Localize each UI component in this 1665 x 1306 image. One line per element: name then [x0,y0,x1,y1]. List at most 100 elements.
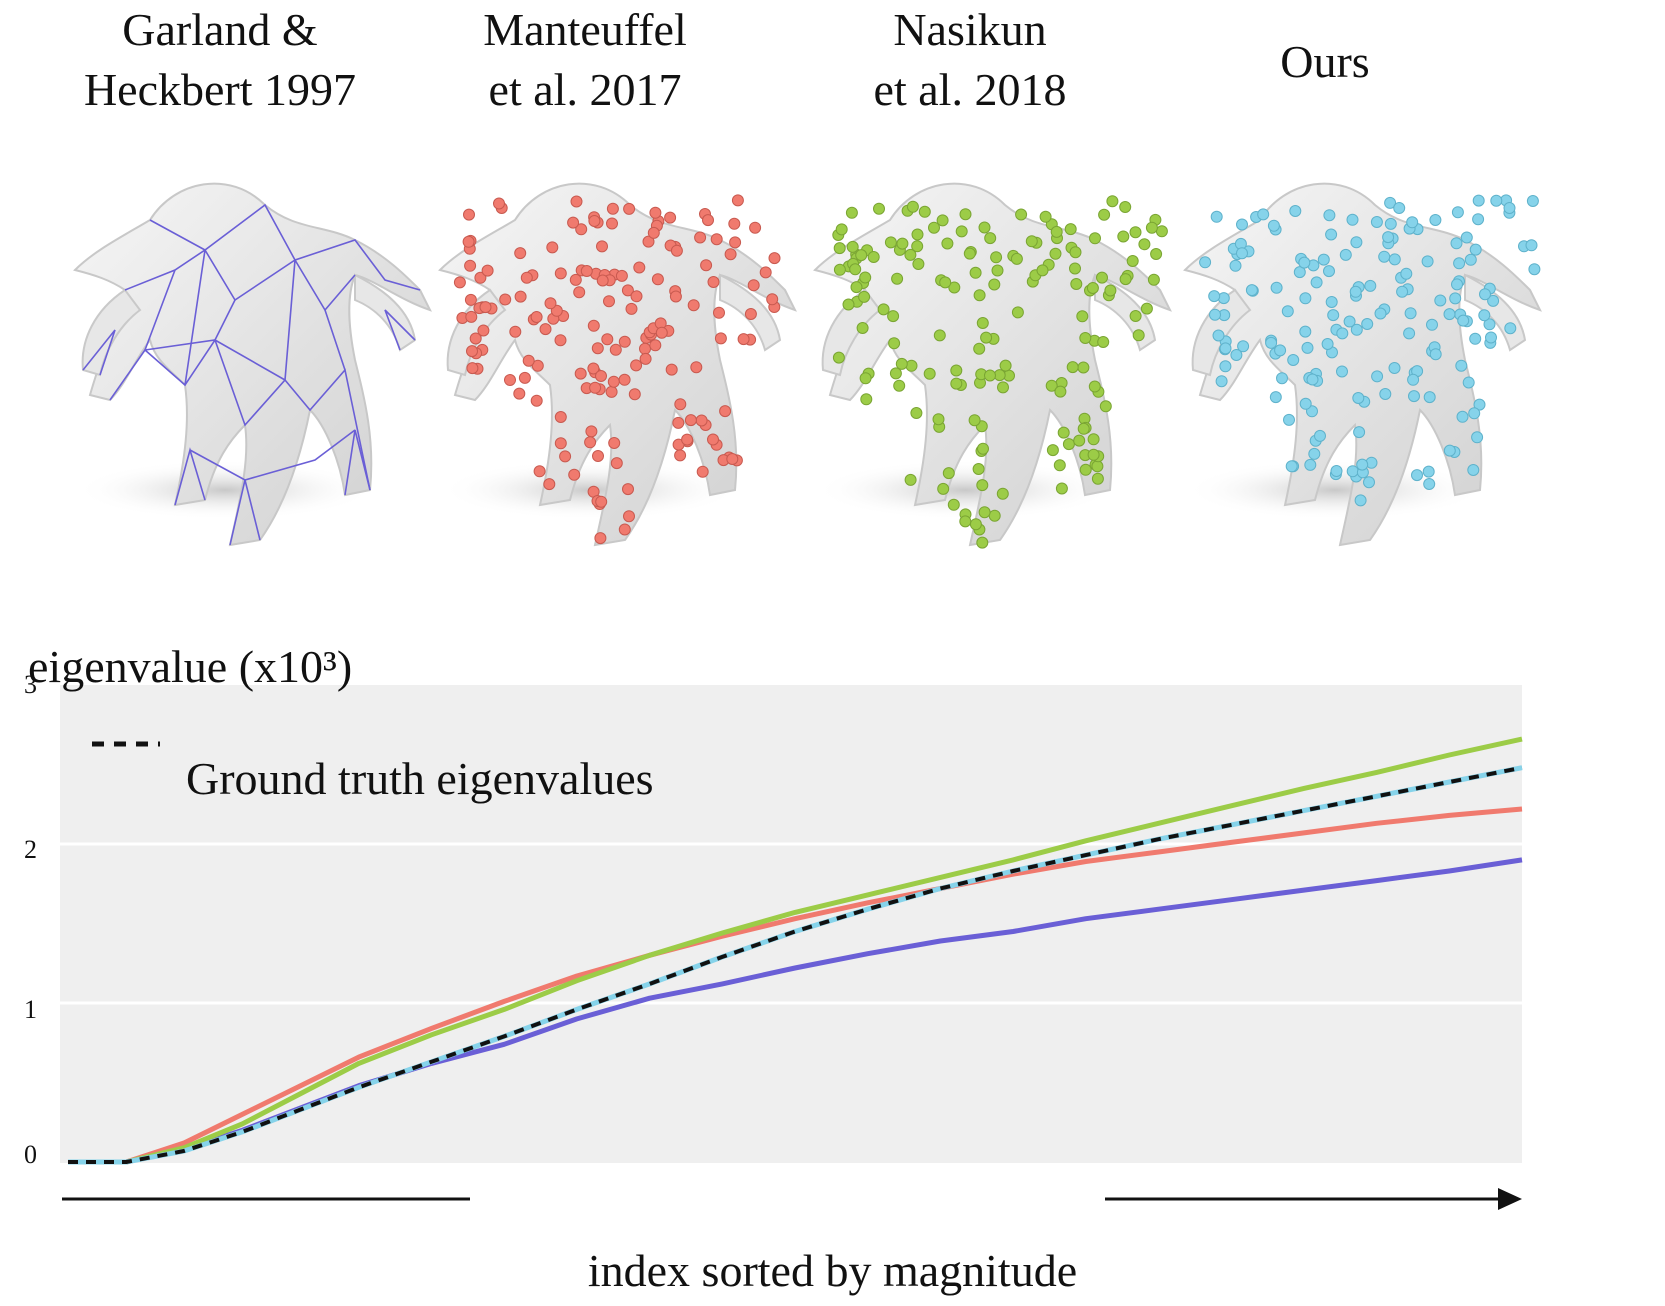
sample-dot [569,273,582,286]
sample-dot [481,264,494,277]
sample-dot [695,414,708,427]
sample-dot [642,235,655,248]
sample-dot [980,331,993,344]
sample-dot [1091,460,1104,473]
sample-dot [1299,292,1312,305]
x-axis-arrowhead [1498,1188,1522,1210]
sample-dot [1299,397,1312,410]
sample-dot [846,240,859,253]
sample-dot [1129,226,1142,239]
sample-dot [737,333,750,346]
sample-dot [1215,375,1228,388]
sample-dot [655,326,668,339]
sample-dot [630,359,643,372]
sample-dot [1469,332,1482,345]
sample-dot [1069,246,1082,259]
sample-dot [749,221,762,234]
sample-dot [937,482,950,495]
sample-dot [1388,253,1401,266]
sample-dot [1421,255,1434,268]
sample-dot [633,261,646,274]
method-title-line2: et al. 2017 [488,64,682,115]
sample-dot [904,248,917,261]
sample-dot [1089,232,1101,245]
sample-dot [1472,194,1485,207]
sample-dot [845,206,858,219]
sample-dot [649,206,662,219]
sample-dot [719,405,732,418]
sample-dot [906,200,919,213]
sample-dot [832,351,845,364]
sample-dot [504,374,516,386]
sample-dot [941,237,954,250]
sample-dot [1066,361,1079,374]
sample-dot [1077,361,1090,374]
sample-dot [1314,429,1326,442]
sample-dot [570,195,583,208]
sample-dot [595,370,607,382]
sample-dot [968,414,981,427]
sample-dot [1285,460,1298,473]
sample-dot [991,264,1004,277]
y-tick-label: 3 [24,670,37,699]
sample-dot [912,258,925,270]
sample-dot [1346,465,1359,478]
sample-dot [1217,292,1230,305]
sample-dot [1408,390,1420,403]
sample-dots [453,194,781,545]
sample-dot [463,208,475,221]
method-title-line1: Nasikun [893,4,1047,55]
sample-dot [615,269,628,282]
sample-dot [859,372,872,385]
sample-dot [1310,276,1323,289]
sample-dot [726,453,739,465]
sample-dot [1299,325,1312,338]
sample-dot [546,241,559,254]
method-title-line1: Manteuffel [483,4,687,55]
sample-dot [479,301,492,314]
sample-dot [976,317,989,329]
sample-dot [759,266,772,279]
sample-dot [1269,391,1282,404]
sample-dot [466,345,478,358]
sample-dot [462,235,475,248]
sample-dot [842,298,855,311]
sample-dot [1117,230,1130,243]
sample-dot [1087,448,1100,461]
sample-dot [573,286,586,299]
sample-dot [672,416,685,429]
sample-dot [1411,469,1423,482]
sample-dot [1025,235,1038,248]
sample-dot [466,362,479,375]
sample-dot [976,479,989,492]
sample-dot [1336,327,1349,340]
sample-dot [1403,327,1416,340]
sample-dot [1069,262,1081,275]
sample-dot [1091,472,1104,485]
sample-dot [850,281,863,294]
sample-dot [669,290,682,303]
sample-dot [1471,431,1484,444]
sample-dot [651,273,664,286]
sample-dot [606,202,619,215]
sample-dot [1330,465,1343,477]
sample-dot [1199,256,1212,269]
sample-dot [1429,348,1442,361]
sample-dot [724,248,737,261]
series-line-nasikun [68,736,1523,1165]
sample-dot [1325,228,1338,241]
sample-dot [1404,307,1417,320]
sample-dot [1382,231,1395,244]
y-tick-label: 1 [24,995,37,1024]
sample-dot [639,352,652,365]
sample-dot [984,369,996,382]
sample-dot [628,388,641,401]
sample-dot [1467,464,1480,476]
sample-dot [833,242,846,255]
sample-dot [1036,264,1049,277]
sample-dot [584,436,597,449]
sample-dot [684,414,697,427]
series-line-manteuffel [68,806,1523,1165]
sample-dot [1396,285,1409,298]
sample-dot [1210,210,1223,223]
